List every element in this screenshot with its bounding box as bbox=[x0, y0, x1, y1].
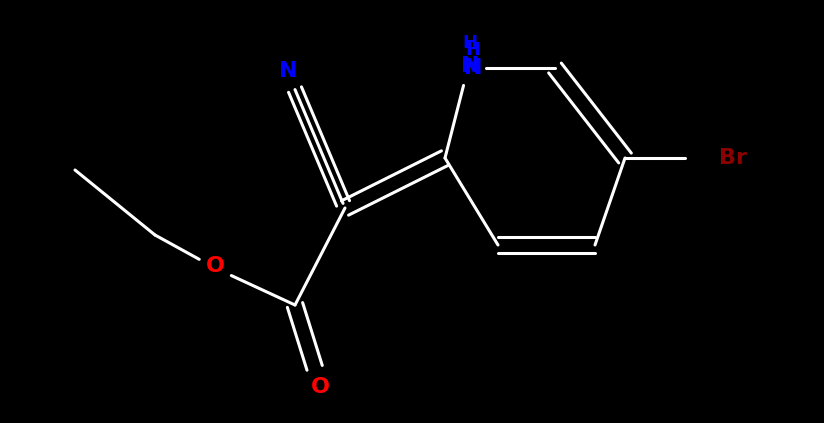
Text: H: H bbox=[462, 34, 477, 52]
Text: Br: Br bbox=[719, 148, 747, 168]
Text: N: N bbox=[279, 61, 297, 81]
Text: O: O bbox=[205, 256, 224, 276]
Text: H: H bbox=[466, 41, 480, 59]
Text: O: O bbox=[311, 377, 330, 397]
Text: N: N bbox=[461, 56, 480, 76]
Text: N: N bbox=[464, 58, 482, 78]
